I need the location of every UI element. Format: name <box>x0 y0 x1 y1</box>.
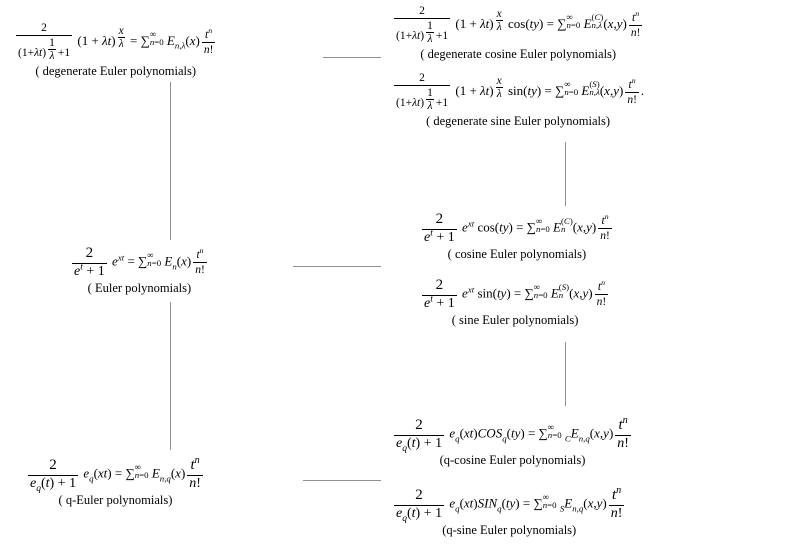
formula: 2eq(t) + 1 eq(xt) = ∑∞n=0 En,q(x)tnn! <box>26 458 205 491</box>
formula: 2(1+λt)1λ+1 (1 + λt)xλ cos(ty) = ∑∞n=0 E… <box>392 5 644 45</box>
connector-v-left-top <box>170 82 171 240</box>
caption: ( q-Euler polynomials) <box>26 493 205 508</box>
eq-degenerate-sine-euler: 2(1+λt)1λ+1 (1 + λt)xλ sin(ty) = ∑∞n=0 E… <box>392 72 644 129</box>
eq-q-sine-euler: 2eq(t) + 1 eq(xt)SINq(ty) = ∑∞n=0 SEn,q(… <box>392 488 626 538</box>
eq-degenerate-cosine-euler: 2(1+λt)1λ+1 (1 + λt)xλ cos(ty) = ∑∞n=0 E… <box>392 5 644 62</box>
caption: (q-sine Euler polynomials) <box>392 523 626 538</box>
eq-q-cosine-euler: 2eq(t) + 1 eq(xt)COSq(ty) = ∑∞n=0 CEn,q(… <box>392 418 633 468</box>
eq-q-euler: 2eq(t) + 1 eq(xt) = ∑∞n=0 En,q(x)tnn! ( … <box>26 458 205 508</box>
connector-v-left-bot <box>170 302 171 450</box>
caption: ( sine Euler polynomials) <box>420 313 610 328</box>
connector-h-bot <box>303 480 381 481</box>
formula: 2eq(t) + 1 eq(xt)SINq(ty) = ∑∞n=0 SEn,q(… <box>392 488 626 521</box>
eq-euler: 2et + 1 ext = ∑∞n=0 En(x)tnn! ( Euler po… <box>70 246 209 296</box>
formula: 2et + 1 ext = ∑∞n=0 En(x)tnn! <box>70 246 209 279</box>
eq-sine-euler: 2et + 1 ext sin(ty) = ∑∞n=0 E(S)n(x,y)tn… <box>420 278 610 328</box>
diagram-canvas: 2(1+λt)1λ+1 (1 + λt)xλ = ∑∞n=0 En,λ(x)tn… <box>0 0 800 559</box>
connector-v-right-bot <box>565 342 566 406</box>
caption: ( degenerate Euler polynomials) <box>14 64 217 79</box>
caption: ( degenerate cosine Euler polynomials) <box>392 47 644 62</box>
connector-h-mid <box>293 266 381 267</box>
eq-cosine-euler: 2et + 1 ext cos(ty) = ∑∞n=0 E(C)n(x,y)tn… <box>420 212 614 262</box>
caption: ( Euler polynomials) <box>70 281 209 296</box>
formula: 2eq(t) + 1 eq(xt)COSq(ty) = ∑∞n=0 CEn,q(… <box>392 418 633 451</box>
eq-degenerate-euler: 2(1+λt)1λ+1 (1 + λt)xλ = ∑∞n=0 En,λ(x)tn… <box>14 22 217 79</box>
connector-h-top <box>323 57 381 58</box>
formula: 2(1+λt)1λ+1 (1 + λt)xλ sin(ty) = ∑∞n=0 E… <box>392 72 644 112</box>
trailing-period: . <box>641 83 644 98</box>
caption: (q-cosine Euler polynomials) <box>392 453 633 468</box>
formula: 2et + 1 ext cos(ty) = ∑∞n=0 E(C)n(x,y)tn… <box>420 212 614 245</box>
caption: ( cosine Euler polynomials) <box>420 247 614 262</box>
formula: 2(1+λt)1λ+1 (1 + λt)xλ = ∑∞n=0 En,λ(x)tn… <box>14 22 217 62</box>
connector-v-right-top <box>565 142 566 206</box>
formula: 2et + 1 ext sin(ty) = ∑∞n=0 E(S)n(x,y)tn… <box>420 278 610 311</box>
caption: ( degenerate sine Euler polynomials) <box>392 114 644 129</box>
